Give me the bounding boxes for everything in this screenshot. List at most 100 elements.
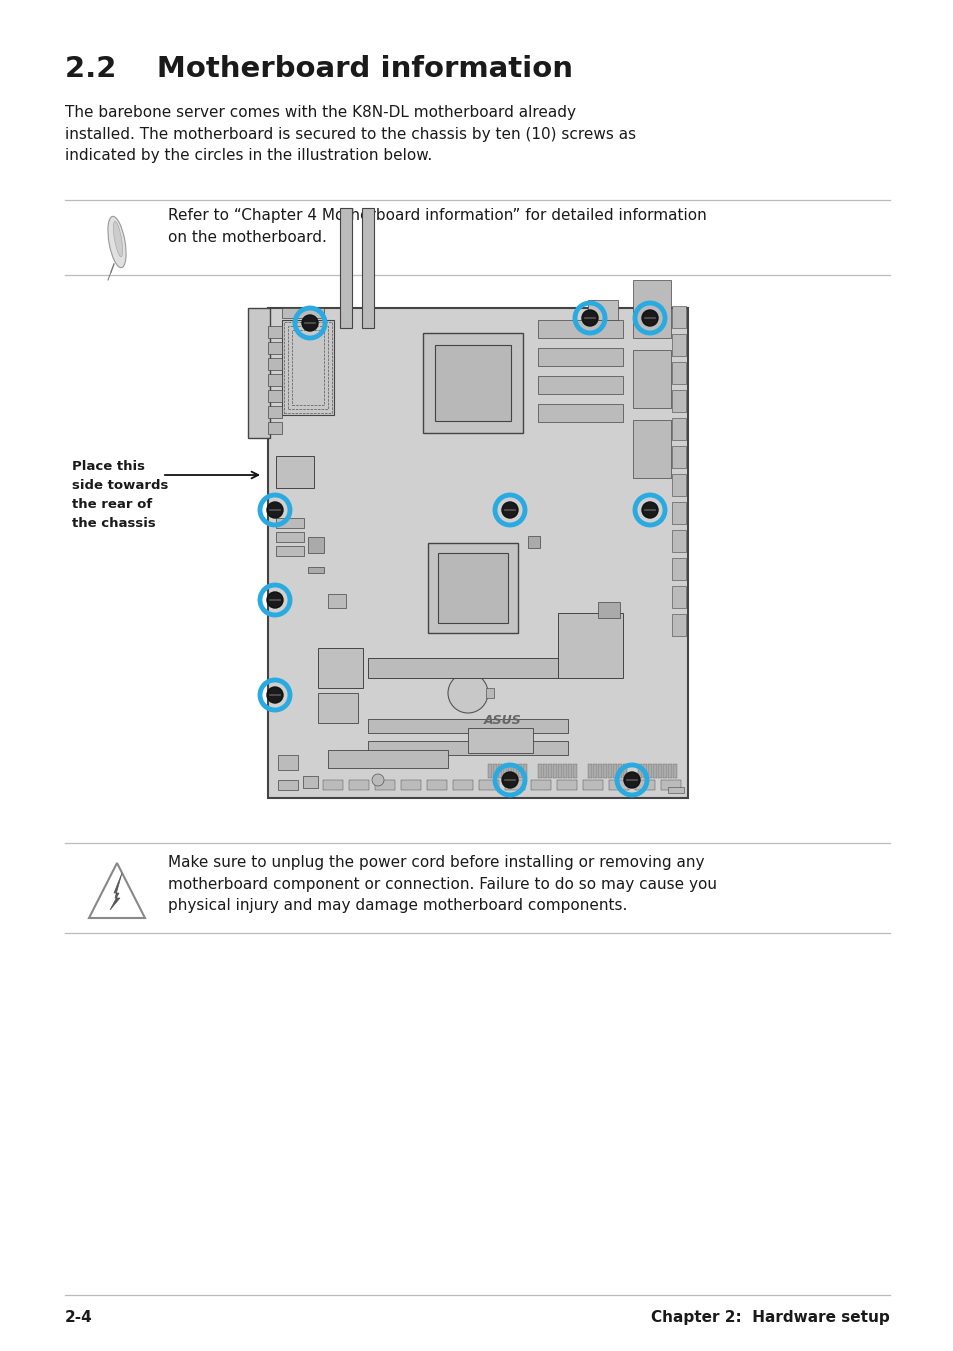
Circle shape <box>623 771 639 788</box>
Bar <box>288 326 328 409</box>
Circle shape <box>641 503 658 517</box>
Bar <box>513 765 517 778</box>
Bar <box>427 780 447 790</box>
Bar <box>275 532 304 542</box>
Bar <box>282 320 334 415</box>
Bar <box>375 780 395 790</box>
Bar <box>268 358 282 370</box>
Text: ASUS: ASUS <box>483 713 521 727</box>
Bar <box>573 765 577 778</box>
Bar <box>317 648 363 688</box>
Bar <box>607 765 612 778</box>
Bar <box>587 300 618 320</box>
Text: Refer to “Chapter 4 Motherboard information” for detailed information
on the mot: Refer to “Chapter 4 Motherboard informat… <box>168 208 706 245</box>
Bar <box>361 208 374 328</box>
Bar <box>275 457 314 488</box>
Bar <box>522 765 526 778</box>
Bar <box>537 765 541 778</box>
Bar <box>647 765 651 778</box>
Bar <box>517 765 521 778</box>
Bar <box>400 780 420 790</box>
Bar <box>268 342 282 354</box>
Bar <box>587 765 592 778</box>
Bar <box>282 308 324 317</box>
Circle shape <box>267 688 283 703</box>
Bar <box>537 376 622 394</box>
Bar <box>671 362 685 384</box>
Bar <box>328 750 448 767</box>
Bar <box>422 332 522 434</box>
Bar <box>268 308 687 798</box>
Polygon shape <box>110 873 122 911</box>
Bar <box>618 765 621 778</box>
Bar <box>547 765 552 778</box>
Bar <box>527 536 539 549</box>
Text: Chapter 2:  Hardware setup: Chapter 2: Hardware setup <box>651 1310 889 1325</box>
Bar <box>537 404 622 422</box>
Bar <box>308 567 324 573</box>
Circle shape <box>501 771 517 788</box>
Text: Place this
side towards
the rear of
the chassis: Place this side towards the rear of the … <box>71 459 168 530</box>
Bar <box>339 208 352 328</box>
Bar <box>622 765 626 778</box>
Bar <box>284 322 332 413</box>
Bar <box>582 780 602 790</box>
Circle shape <box>302 315 317 331</box>
Bar <box>542 765 546 778</box>
Text: The barebone server comes with the K8N-DL motherboard already
installed. The mot: The barebone server comes with the K8N-D… <box>65 105 636 163</box>
Bar <box>507 765 512 778</box>
Bar <box>453 780 473 790</box>
Circle shape <box>267 503 283 517</box>
Bar <box>435 345 511 422</box>
Bar <box>602 765 606 778</box>
Bar <box>671 417 685 440</box>
Bar <box>349 780 369 790</box>
Bar <box>642 765 646 778</box>
Bar <box>633 350 670 408</box>
Bar <box>531 780 551 790</box>
Bar <box>671 334 685 357</box>
Bar <box>268 422 282 434</box>
Bar <box>277 755 297 770</box>
Circle shape <box>372 774 384 786</box>
Bar <box>275 517 304 528</box>
Bar <box>303 775 317 788</box>
Circle shape <box>641 309 658 326</box>
Bar <box>497 765 501 778</box>
Bar <box>633 280 670 338</box>
Bar <box>368 740 567 755</box>
Bar <box>667 765 671 778</box>
Circle shape <box>448 673 488 713</box>
Bar <box>557 780 577 790</box>
Bar <box>633 420 670 478</box>
Circle shape <box>581 309 598 326</box>
Bar <box>268 390 282 403</box>
Bar <box>502 765 506 778</box>
Bar <box>537 320 622 338</box>
Bar <box>368 658 558 678</box>
Bar <box>671 446 685 467</box>
Bar <box>437 553 507 623</box>
Bar <box>553 765 557 778</box>
Bar <box>328 594 346 608</box>
Bar <box>672 765 677 778</box>
Text: 2.2    Motherboard information: 2.2 Motherboard information <box>65 55 573 82</box>
Bar <box>667 788 683 793</box>
Bar <box>635 780 655 790</box>
Circle shape <box>267 592 283 608</box>
Bar <box>488 765 492 778</box>
Bar <box>658 765 661 778</box>
Circle shape <box>501 503 517 517</box>
Bar <box>671 558 685 580</box>
Bar <box>638 765 641 778</box>
Bar <box>660 780 680 790</box>
Bar <box>268 374 282 386</box>
Bar <box>613 765 617 778</box>
Text: 2-4: 2-4 <box>65 1310 92 1325</box>
Bar <box>558 613 622 678</box>
Bar <box>268 326 282 338</box>
Bar <box>537 349 622 366</box>
Bar <box>277 780 297 790</box>
Bar <box>567 765 572 778</box>
Bar <box>671 586 685 608</box>
